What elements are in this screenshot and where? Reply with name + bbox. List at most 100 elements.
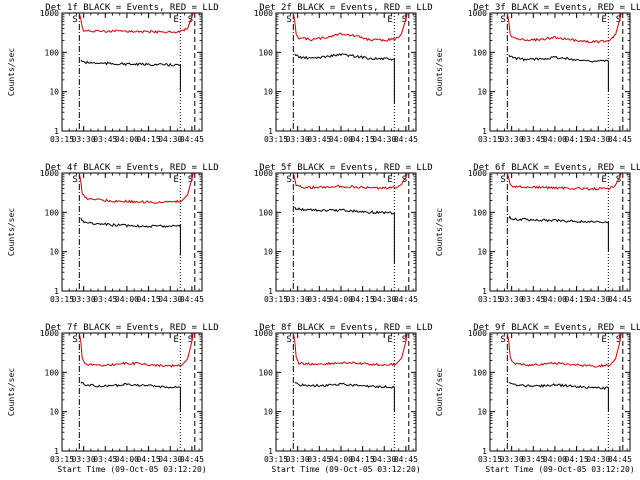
y-axis-label: Counts/sec: [7, 208, 16, 256]
time-marker-label: S: [500, 335, 505, 345]
x-tick-label: 04:00: [329, 135, 353, 144]
x-tick-label: 03:30: [286, 135, 310, 144]
lld-rate-line: [78, 12, 194, 34]
y-axis-label: Counts/sec: [7, 368, 16, 416]
x-axis-label: Start Time (09-Oct-05 03:12:20): [271, 465, 420, 474]
time-marker-label: E: [387, 15, 392, 25]
plot-frame: [61, 332, 203, 452]
chart-title: Det 6f BLACK = Events, RED = LLD: [473, 163, 640, 173]
time-marker-label: E: [387, 335, 392, 345]
time-marker-label: E: [387, 175, 392, 185]
x-tick-label: 04:30: [158, 455, 182, 464]
x-tick-label: 03:45: [307, 135, 331, 144]
y-tick-label: 1: [268, 127, 273, 136]
x-tick-label: 03:30: [72, 455, 96, 464]
x-tick-label: 03:30: [286, 455, 310, 464]
x-tick-label: 04:00: [543, 295, 567, 304]
x-tick-label: 04:30: [372, 295, 396, 304]
x-tick-label: 03:15: [50, 295, 74, 304]
y-tick-label: 1000: [40, 169, 59, 178]
time-marker-label: E: [173, 175, 178, 185]
y-tick-label: 10: [263, 408, 273, 417]
lld-rate-line: [506, 332, 622, 368]
x-tick-label: 03:15: [478, 135, 502, 144]
y-tick-label: 100: [45, 48, 60, 57]
y-tick-label: 100: [473, 208, 488, 217]
chart-panel-1: Det 1f BLACK = Events, RED = LLD 1 10 100 10…: [7, 3, 219, 144]
x-tick-label: 03:45: [93, 135, 117, 144]
time-marker-label: S: [72, 15, 77, 25]
x-tick-label: 04:00: [543, 455, 567, 464]
x-tick-label: 04:15: [565, 455, 589, 464]
y-tick-label: 10: [263, 248, 273, 257]
chart-panel-6: Det 6f BLACK = Events, RED = LLD 1 10 100 10…: [435, 163, 640, 304]
plot-frame: [275, 332, 417, 452]
events-rate-line: [294, 206, 395, 264]
y-axis-label: Counts/sec: [435, 208, 444, 256]
events-rate-line: [294, 381, 395, 412]
time-marker-label: S: [188, 175, 193, 185]
x-tick-label: 03:15: [478, 295, 502, 304]
events-rate-line: [80, 217, 181, 256]
x-tick-label: 03:45: [521, 135, 545, 144]
y-tick-label: 1: [54, 447, 59, 456]
chart-panel-3: Det 3f BLACK = Events, RED = LLD 1 10 100 10…: [435, 3, 640, 144]
x-tick-label: 04:45: [180, 455, 204, 464]
x-tick-label: 04:45: [394, 295, 418, 304]
y-tick-label: 100: [259, 48, 274, 57]
chart-title: Det 1f BLACK = Events, RED = LLD: [45, 3, 218, 13]
lld-rate-line: [78, 332, 194, 368]
y-tick-label: 1000: [40, 329, 59, 338]
lld-rate-line: [292, 332, 408, 367]
x-tick-label: 04:30: [372, 135, 396, 144]
x-tick-label: 04:45: [608, 135, 632, 144]
x-tick-label: 04:00: [115, 135, 139, 144]
chart-panel-8: Det 8f BLACK = Events, RED = LLD 1 10 100 10…: [254, 323, 433, 474]
chart-panel-4: Det 4f BLACK = Events, RED = LLD 1 10 100 10…: [7, 163, 219, 304]
events-rate-line: [80, 59, 181, 92]
x-tick-label: 04:15: [137, 295, 161, 304]
y-tick-label: 1000: [468, 329, 487, 338]
x-tick-label: 03:15: [264, 295, 288, 304]
x-tick-label: 04:00: [115, 455, 139, 464]
x-tick-label: 04:15: [351, 135, 375, 144]
lld-rate-line: [506, 12, 622, 44]
y-tick-label: 1: [268, 287, 273, 296]
x-tick-label: 04:30: [586, 455, 610, 464]
events-rate-line: [508, 215, 609, 252]
chart-panel-9: Det 9f BLACK = Events, RED = LLD 1 10 100 10…: [435, 323, 640, 474]
y-tick-label: 10: [49, 88, 59, 97]
x-tick-label: 04:30: [586, 295, 610, 304]
x-tick-label: 03:45: [93, 295, 117, 304]
time-marker-label: E: [601, 15, 606, 25]
x-tick-label: 04:00: [543, 135, 567, 144]
x-tick-label: 03:30: [500, 455, 524, 464]
lld-rate-line: [292, 12, 408, 42]
plot-frame: [61, 172, 203, 292]
x-tick-label: 03:45: [521, 455, 545, 464]
y-tick-label: 10: [263, 88, 273, 97]
x-tick-label: 04:45: [394, 135, 418, 144]
chart-panel-2: Det 2f BLACK = Events, RED = LLD 1 10 100 10…: [254, 3, 433, 144]
y-axis-label: Counts/sec: [7, 48, 16, 96]
x-tick-label: 04:15: [351, 455, 375, 464]
time-marker-label: S: [286, 175, 291, 185]
x-tick-label: 03:15: [478, 455, 502, 464]
events-rate-line: [294, 53, 395, 104]
y-tick-label: 1000: [254, 9, 273, 18]
x-tick-label: 03:15: [50, 135, 74, 144]
time-marker-label: E: [173, 335, 178, 345]
chart-title: Det 7f BLACK = Events, RED = LLD: [45, 323, 218, 333]
x-tick-label: 03:30: [72, 135, 96, 144]
x-tick-label: 04:30: [586, 135, 610, 144]
x-axis-label: Start Time (09-Oct-05 03:12:20): [485, 465, 634, 474]
events-rate-line: [508, 54, 609, 92]
x-tick-label: 03:30: [286, 295, 310, 304]
plot-frame: [275, 12, 417, 132]
x-tick-label: 03:45: [307, 295, 331, 304]
y-tick-label: 1: [482, 447, 487, 456]
y-tick-label: 1: [482, 287, 487, 296]
y-tick-label: 100: [45, 208, 60, 217]
x-tick-label: 04:15: [351, 295, 375, 304]
